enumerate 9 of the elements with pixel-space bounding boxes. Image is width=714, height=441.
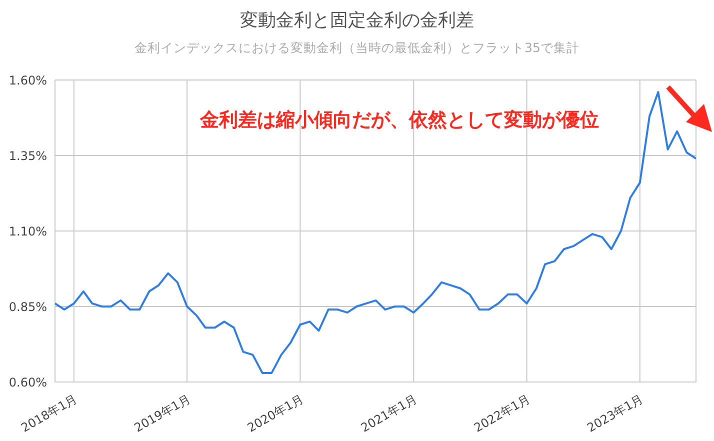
- y-tick-label: 0.85%: [8, 300, 47, 314]
- y-tick-label: 1.60%: [8, 73, 47, 88]
- chart-title: 変動金利と固定金利の金利差: [239, 9, 475, 32]
- y-tick-label: 1.35%: [8, 148, 47, 163]
- chart-subtitle: 金利インデックスにおける変動金利（当時の最低金利）とフラット35で集計: [134, 40, 580, 57]
- annotation: 金利差は縮小傾向だが、依然として変動が優位: [200, 108, 599, 133]
- line-series: [55, 91, 696, 374]
- y-tick-label: 0.60%: [8, 375, 47, 390]
- y-tick-label: 1.10%: [8, 224, 47, 238]
